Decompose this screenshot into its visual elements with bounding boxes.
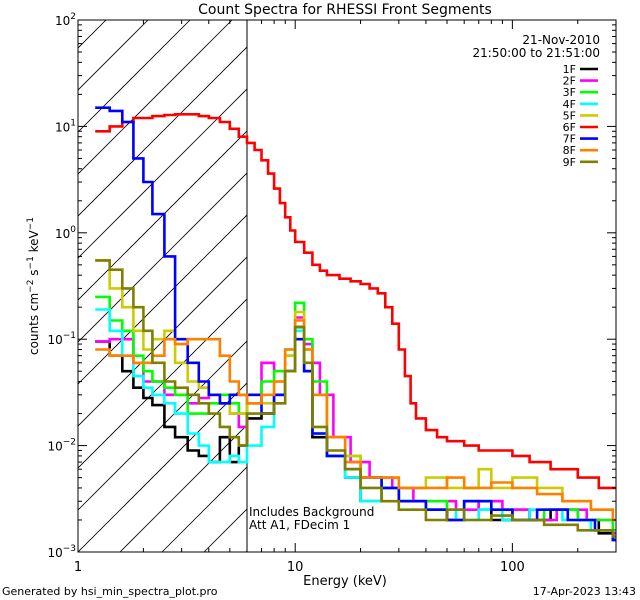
axis-ticks: [77, 19, 617, 553]
hatch-line: [78, 298, 248, 469]
hatch-line: [78, 20, 107, 49]
plot-frame: [77, 19, 617, 553]
hatch-line: [78, 20, 233, 175]
hatch-line: [78, 88, 248, 259]
hatch-line: [78, 46, 248, 217]
x-tick-label: 1: [74, 560, 82, 575]
timestamp: 17-Apr-2023 13:43: [533, 585, 636, 598]
hatch-line: [78, 256, 248, 427]
hatch-line: [78, 20, 191, 133]
y-tick-label: 101: [55, 118, 76, 134]
series-line-7F: [95, 106, 616, 542]
y-label-kev: keV: [27, 229, 41, 256]
legend-label-6F: 6F: [563, 121, 576, 134]
y-axis-label: counts cm−2 s−1 keV−1: [26, 217, 41, 355]
date-label: 21-Nov-2010: [522, 33, 600, 47]
legend-label-2F: 2F: [563, 75, 576, 88]
hatch-line: [624, 0, 640, 552]
y-tick-label: 10−3: [47, 544, 76, 560]
hatch-line: [414, 0, 640, 552]
legend-label-7F: 7F: [563, 133, 576, 146]
legend-label-9F: 9F: [563, 156, 576, 169]
hatch-line: [78, 172, 248, 343]
chart-title: Count Spectra for RHESSI Front Segments: [198, 2, 492, 18]
legend-label-1F: 1F: [563, 63, 576, 76]
legend-label-3F: 3F: [563, 86, 576, 99]
y-label-kev-exp: −1: [26, 217, 36, 230]
y-label-s: s: [27, 269, 41, 279]
generated-by: Generated by hsi_min_spectra_plot.pro: [2, 585, 218, 598]
y-tick-label: 102: [55, 12, 76, 28]
series-line-9F: [95, 259, 616, 538]
series-layer: [95, 106, 616, 542]
y-label-s-exp: −1: [26, 256, 36, 269]
y-label-counts: counts cm: [27, 293, 41, 355]
hatch-line: [78, 214, 248, 385]
x-tick-label: 100: [500, 560, 525, 575]
y-tick-label: 10−1: [47, 331, 76, 347]
series-line-6F: [95, 113, 616, 490]
legend-label-8F: 8F: [563, 144, 576, 157]
hatch-line: [78, 340, 248, 511]
hatch-line: [372, 0, 640, 552]
annotation-background: Includes Background: [249, 505, 374, 519]
x-tick-label: 10: [287, 560, 304, 575]
hatched-region: [78, 0, 640, 552]
hatch-line: [78, 20, 149, 91]
time-range-label: 21:50:00 to 21:51:00: [473, 46, 600, 60]
hatch-line: [78, 130, 248, 301]
hatch-line: [119, 424, 248, 552]
y-tick-label: 100: [55, 225, 76, 241]
annotation-attenuator: Att A1, FDecim 1: [249, 518, 350, 532]
legend-label-5F: 5F: [563, 109, 576, 122]
y-tick-labels: 10−3 10−2 10−1 100 101 102: [47, 12, 76, 560]
y-tick-label: 10−2: [47, 438, 76, 454]
x-tick-labels: 1 10 100: [74, 560, 525, 575]
hatch-line: [582, 0, 640, 552]
hatch-line: [78, 382, 248, 552]
legend-label-4F: 4F: [563, 98, 576, 111]
y-label-cm-exp: −2: [26, 280, 36, 293]
hatch-line: [245, 550, 248, 552]
x-axis-label: Energy (keV): [303, 574, 387, 589]
